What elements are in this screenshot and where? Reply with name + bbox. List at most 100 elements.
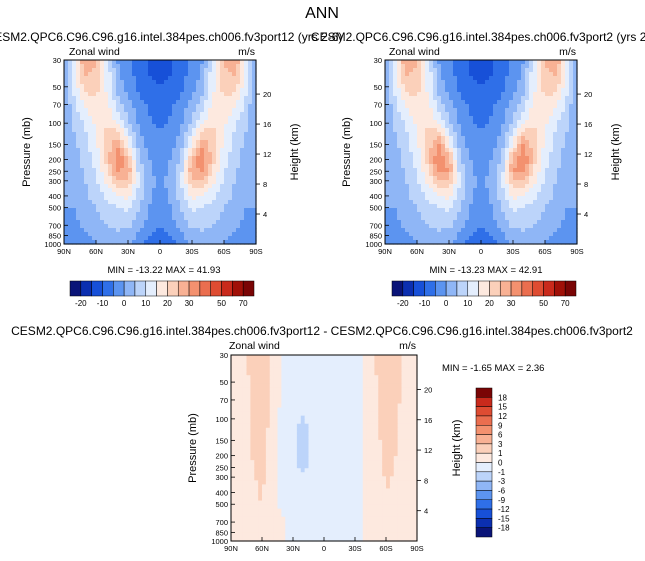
contour-cell bbox=[385, 240, 390, 245]
contour-cell bbox=[457, 172, 462, 177]
contour-cell bbox=[569, 208, 574, 213]
contour-cell bbox=[76, 80, 81, 85]
contour-cell bbox=[409, 208, 414, 213]
contour-cell bbox=[192, 124, 197, 129]
contour-cell bbox=[425, 104, 430, 109]
y-tick-label: 100 bbox=[369, 119, 382, 128]
contour-cell bbox=[144, 116, 149, 121]
contour-cell bbox=[112, 80, 117, 85]
contour-cell bbox=[172, 112, 177, 117]
contour-cell bbox=[250, 375, 255, 380]
contour-cell bbox=[557, 112, 562, 117]
contour-cell bbox=[565, 216, 570, 221]
contour-cell bbox=[429, 212, 434, 217]
contour-cell bbox=[449, 68, 454, 73]
contour-cell bbox=[485, 236, 490, 241]
contour-cell bbox=[262, 363, 267, 368]
contour-cell bbox=[72, 180, 77, 185]
contour-cell bbox=[180, 228, 185, 233]
contour-cell bbox=[152, 228, 157, 233]
contour-cell bbox=[248, 140, 253, 145]
contour-cell bbox=[521, 132, 526, 137]
contour-cell bbox=[228, 236, 233, 241]
contour-cell bbox=[397, 172, 402, 177]
y-tick-label: 1000 bbox=[365, 240, 382, 249]
contour-cell bbox=[200, 132, 205, 137]
contour-cell bbox=[378, 371, 383, 376]
contour-cell bbox=[258, 379, 263, 384]
contour-cell bbox=[362, 375, 368, 380]
contour-cell bbox=[565, 140, 570, 145]
contour-cell bbox=[68, 160, 73, 165]
contour-cell bbox=[156, 96, 161, 101]
contour-cell bbox=[152, 92, 157, 97]
contour-cell bbox=[433, 72, 438, 77]
contour-cell bbox=[168, 84, 173, 89]
contour-cell bbox=[236, 100, 241, 105]
contour-cell bbox=[327, 379, 333, 384]
contour-cell bbox=[148, 236, 153, 241]
contour-cell bbox=[184, 124, 189, 129]
contour-cell bbox=[469, 136, 474, 141]
contour-cell bbox=[382, 379, 387, 384]
contour-cell bbox=[188, 64, 193, 69]
contour-cell bbox=[437, 224, 442, 229]
contour-cell bbox=[76, 136, 81, 141]
contour-cell bbox=[521, 84, 526, 89]
contour-cell bbox=[220, 196, 225, 201]
contour-cell bbox=[529, 64, 534, 69]
contour-cell bbox=[565, 204, 570, 209]
contour-cell bbox=[477, 68, 482, 73]
contour-cell bbox=[553, 60, 558, 65]
contour-cell bbox=[509, 212, 514, 217]
contour-cell bbox=[76, 172, 81, 177]
contour-cell bbox=[417, 120, 422, 125]
contour-cell bbox=[347, 379, 352, 384]
contour-cell bbox=[96, 172, 101, 177]
contour-cell bbox=[541, 196, 546, 201]
contour-cell bbox=[200, 68, 205, 73]
contour-cell bbox=[108, 60, 113, 65]
contour-cell bbox=[236, 168, 241, 173]
contour-cell bbox=[200, 140, 205, 145]
contour-plot: 3050701001502002503004005007008501000481… bbox=[44, 56, 271, 256]
contour-cell bbox=[216, 180, 221, 185]
contour-cell bbox=[449, 160, 454, 165]
contour-cell bbox=[437, 148, 442, 153]
contour-cell bbox=[389, 188, 394, 193]
contour-cell bbox=[385, 120, 390, 125]
contour-cell bbox=[529, 164, 534, 169]
contour-cell bbox=[64, 80, 69, 85]
contour-cell bbox=[541, 96, 546, 101]
contour-cell bbox=[533, 136, 538, 141]
contour-cell bbox=[136, 116, 141, 121]
contour-cell bbox=[497, 124, 502, 129]
contour-cell bbox=[347, 375, 352, 380]
contour-cell bbox=[405, 224, 410, 229]
contour-cell bbox=[68, 132, 73, 137]
contour-cell bbox=[533, 152, 538, 157]
contour-cell bbox=[96, 80, 101, 85]
contour-cell bbox=[72, 164, 77, 169]
contour-cell bbox=[385, 204, 390, 209]
contour-cell bbox=[409, 100, 414, 105]
contour-cell bbox=[445, 152, 450, 157]
contour-cell bbox=[569, 112, 574, 117]
figure-title: ANN bbox=[305, 5, 339, 22]
contour-cell bbox=[477, 140, 482, 145]
contour-cell bbox=[481, 88, 486, 93]
contour-cell bbox=[76, 228, 81, 233]
contour-cell bbox=[232, 160, 237, 165]
contour-cell bbox=[80, 68, 85, 73]
contour-cell bbox=[453, 144, 458, 149]
contour-cell bbox=[421, 228, 426, 233]
contour-cell bbox=[347, 355, 352, 360]
contour-cell bbox=[184, 164, 189, 169]
contour-cell bbox=[188, 124, 193, 129]
contour-cell bbox=[401, 100, 406, 105]
contour-cell bbox=[569, 172, 574, 177]
contour-cell bbox=[92, 212, 97, 217]
contour-cell bbox=[88, 168, 93, 173]
contour-cell bbox=[64, 184, 69, 189]
contour-cell bbox=[437, 112, 442, 117]
